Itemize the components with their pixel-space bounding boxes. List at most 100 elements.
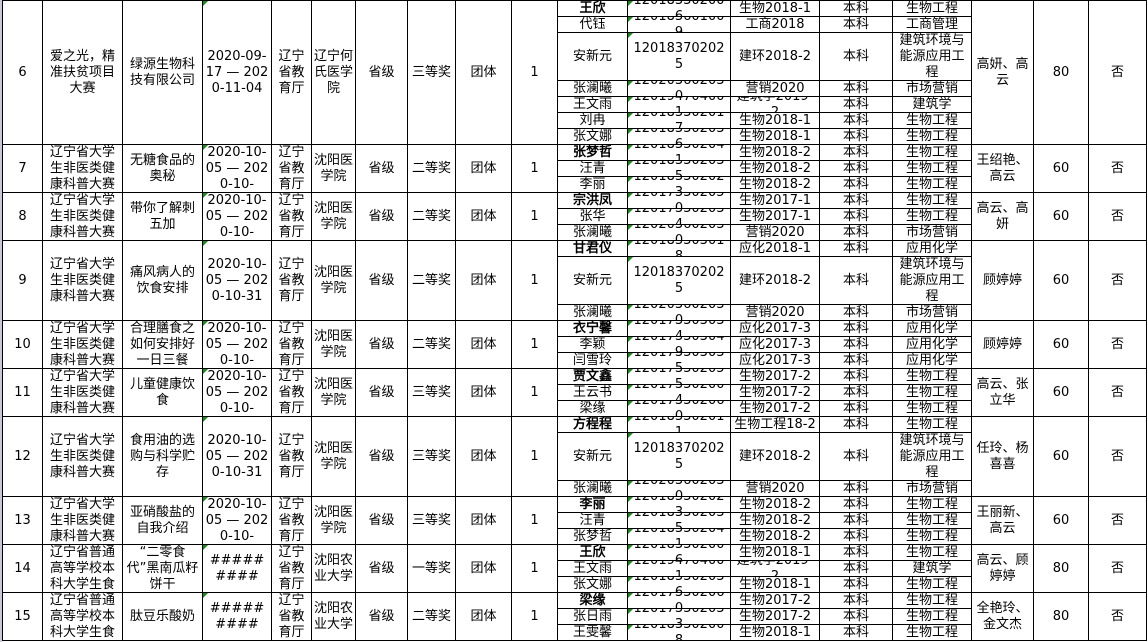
student-id-cell[interactable]: 120203602030 (627, 480, 731, 497)
major-cell[interactable]: 生物工程 (892, 192, 972, 209)
student-id-cell[interactable]: 120183302041 (627, 528, 731, 545)
student-class-cell[interactable]: 生物2017-2 (730, 368, 820, 385)
degree-cell[interactable]: 本科 (819, 96, 893, 113)
degree-cell[interactable]: 本科 (819, 80, 893, 97)
student-class-cell[interactable]: 生物2018-1 (730, 112, 820, 129)
student-id-cell[interactable]: 120173303034 (627, 320, 731, 337)
student-class-cell[interactable]: 应化2017-3 (730, 320, 820, 337)
student-id-cell[interactable]: 120183302023 (627, 176, 731, 193)
score-cell[interactable]: 80 (1033, 592, 1089, 641)
student-id-cell[interactable]: 120183702025 (627, 432, 731, 481)
flag-cell[interactable]: 否 (1088, 368, 1147, 417)
major-cell[interactable]: 生物工程 (892, 528, 972, 545)
flag-cell[interactable]: 否 (1088, 416, 1147, 497)
school-cell[interactable]: 沈阳农业大学 (311, 592, 356, 641)
organizer-cell[interactable]: 辽宁省教育厅 (271, 144, 312, 193)
award-grade-cell[interactable]: 一等奖 (407, 544, 456, 593)
student-id-cell[interactable]: 120183302035 (627, 160, 731, 177)
student-name-cell[interactable]: 王欣 (557, 0, 628, 17)
flag-cell[interactable]: 否 (1088, 496, 1147, 545)
degree-cell[interactable]: 本科 (819, 304, 893, 321)
student-class-cell[interactable]: 建环2018-2 (730, 32, 820, 81)
student-class-cell[interactable]: 营销2020 (730, 304, 820, 321)
flag-cell[interactable]: 否 (1088, 240, 1147, 321)
student-name-cell[interactable]: 衣宁馨 (557, 320, 628, 337)
student-class-cell[interactable]: 生物工程18-2 (730, 416, 820, 433)
major-cell[interactable]: 建筑环境与能源应用工程 (892, 256, 972, 305)
date-range-cell[interactable]: ######### (202, 544, 272, 593)
student-id-cell[interactable]: 120173302004 (627, 384, 731, 401)
major-cell[interactable]: 生物工程 (892, 592, 972, 609)
major-cell[interactable]: 市场营销 (892, 480, 972, 497)
student-id-cell[interactable]: 120194704001 (627, 560, 731, 577)
student-name-cell[interactable]: 梁缘 (557, 400, 628, 417)
student-id-cell[interactable]: 120203602030 (627, 224, 731, 241)
major-cell[interactable]: 生物工程 (892, 176, 972, 193)
major-cell[interactable]: 生物工程 (892, 416, 972, 433)
student-id-cell[interactable]: 120173303049 (627, 336, 731, 353)
award-grade-cell[interactable]: 二等奖 (407, 320, 456, 369)
student-name-cell[interactable]: 张华 (557, 208, 628, 225)
student-id-cell[interactable]: 120173302060 (627, 400, 731, 417)
award-grade-cell[interactable]: 三等奖 (407, 368, 456, 417)
date-range-cell[interactable]: 2020-10-05 — 2020-10- (202, 320, 272, 369)
student-class-cell[interactable]: 建环2018-2 (730, 256, 820, 305)
student-id-cell[interactable]: 120203602030 (627, 80, 731, 97)
student-name-cell[interactable]: 刘冉 (557, 112, 628, 129)
score-cell[interactable]: 60 (1033, 192, 1089, 241)
student-name-cell[interactable]: 张梦哲 (557, 528, 628, 545)
student-class-cell[interactable]: 生物2018-2 (730, 528, 820, 545)
major-cell[interactable]: 应用化学 (892, 352, 972, 369)
student-name-cell[interactable]: 张澜曦 (557, 224, 628, 241)
student-name-cell[interactable]: 李丽 (557, 176, 628, 193)
flag-cell[interactable]: 否 (1088, 192, 1147, 241)
student-name-cell[interactable]: 王雯馨 (557, 624, 628, 641)
student-class-cell[interactable]: 生物2018-1 (730, 624, 820, 641)
student-id-cell[interactable]: 120183302036 (627, 576, 731, 593)
student-name-cell[interactable]: 方程程 (557, 416, 628, 433)
student-class-cell[interactable]: 营销2020 (730, 80, 820, 97)
advisor-cell[interactable]: 全艳玲、金文杰 (971, 592, 1034, 641)
student-name-cell[interactable]: 王文雨 (557, 96, 628, 113)
organizer-cell[interactable]: 辽宁省教育厅 (271, 240, 312, 321)
degree-cell[interactable]: 本科 (819, 0, 893, 17)
degree-cell[interactable]: 本科 (819, 368, 893, 385)
organizer-cell[interactable]: 辽宁省教育厅 (271, 496, 312, 545)
count-cell[interactable]: 1 (511, 592, 558, 641)
flag-cell[interactable]: 否 (1088, 0, 1147, 145)
student-id-cell[interactable]: 120173303035 (627, 352, 731, 369)
degree-cell[interactable]: 本科 (819, 128, 893, 145)
degree-cell[interactable]: 本科 (819, 208, 893, 225)
major-cell[interactable]: 生物工程 (892, 0, 972, 17)
student-id-cell[interactable]: 120183302006 (627, 0, 731, 17)
award-level-cell[interactable]: 省级 (355, 416, 408, 497)
date-range-cell[interactable]: 2020-10-05 — 2020-10-31 (202, 240, 272, 321)
row-number-cell[interactable]: 7 (2, 144, 43, 193)
degree-cell[interactable]: 本科 (819, 16, 893, 33)
student-class-cell[interactable]: 应化2017-3 (730, 336, 820, 353)
award-level-cell[interactable]: 省级 (355, 592, 408, 641)
competition-name-cell[interactable]: 辽宁省大学生非医类健康科普大赛 (42, 144, 123, 193)
student-id-cell[interactable]: 120173302060 (627, 592, 731, 609)
entry-type-cell[interactable]: 团体 (455, 240, 512, 321)
organizer-cell[interactable]: 辽宁省教育厅 (271, 592, 312, 641)
student-class-cell[interactable]: 生物2018-2 (730, 160, 820, 177)
entry-type-cell[interactable]: 团体 (455, 192, 512, 241)
score-cell[interactable]: 60 (1033, 368, 1089, 417)
school-cell[interactable]: 沈阳医学院 (311, 496, 356, 545)
student-class-cell[interactable]: 应化2018-1 (730, 240, 820, 257)
entry-type-cell[interactable]: 团体 (455, 0, 512, 145)
major-cell[interactable]: 生物工程 (892, 128, 972, 145)
award-level-cell[interactable]: 省级 (355, 144, 408, 193)
advisor-cell[interactable]: 高云、张立华 (971, 368, 1034, 417)
student-name-cell[interactable]: 代钰 (557, 16, 628, 33)
degree-cell[interactable]: 本科 (819, 400, 893, 417)
project-name-cell[interactable]: 合理膳食之如何安排好一日三餐 (122, 320, 203, 369)
row-number-cell[interactable]: 6 (2, 0, 43, 145)
school-cell[interactable]: 沈阳医学院 (311, 144, 356, 193)
degree-cell[interactable]: 本科 (819, 336, 893, 353)
count-cell[interactable]: 1 (511, 544, 558, 593)
advisor-cell[interactable]: 任玲、杨喜喜 (971, 416, 1034, 497)
row-number-cell[interactable]: 9 (2, 240, 43, 321)
degree-cell[interactable]: 本科 (819, 512, 893, 529)
